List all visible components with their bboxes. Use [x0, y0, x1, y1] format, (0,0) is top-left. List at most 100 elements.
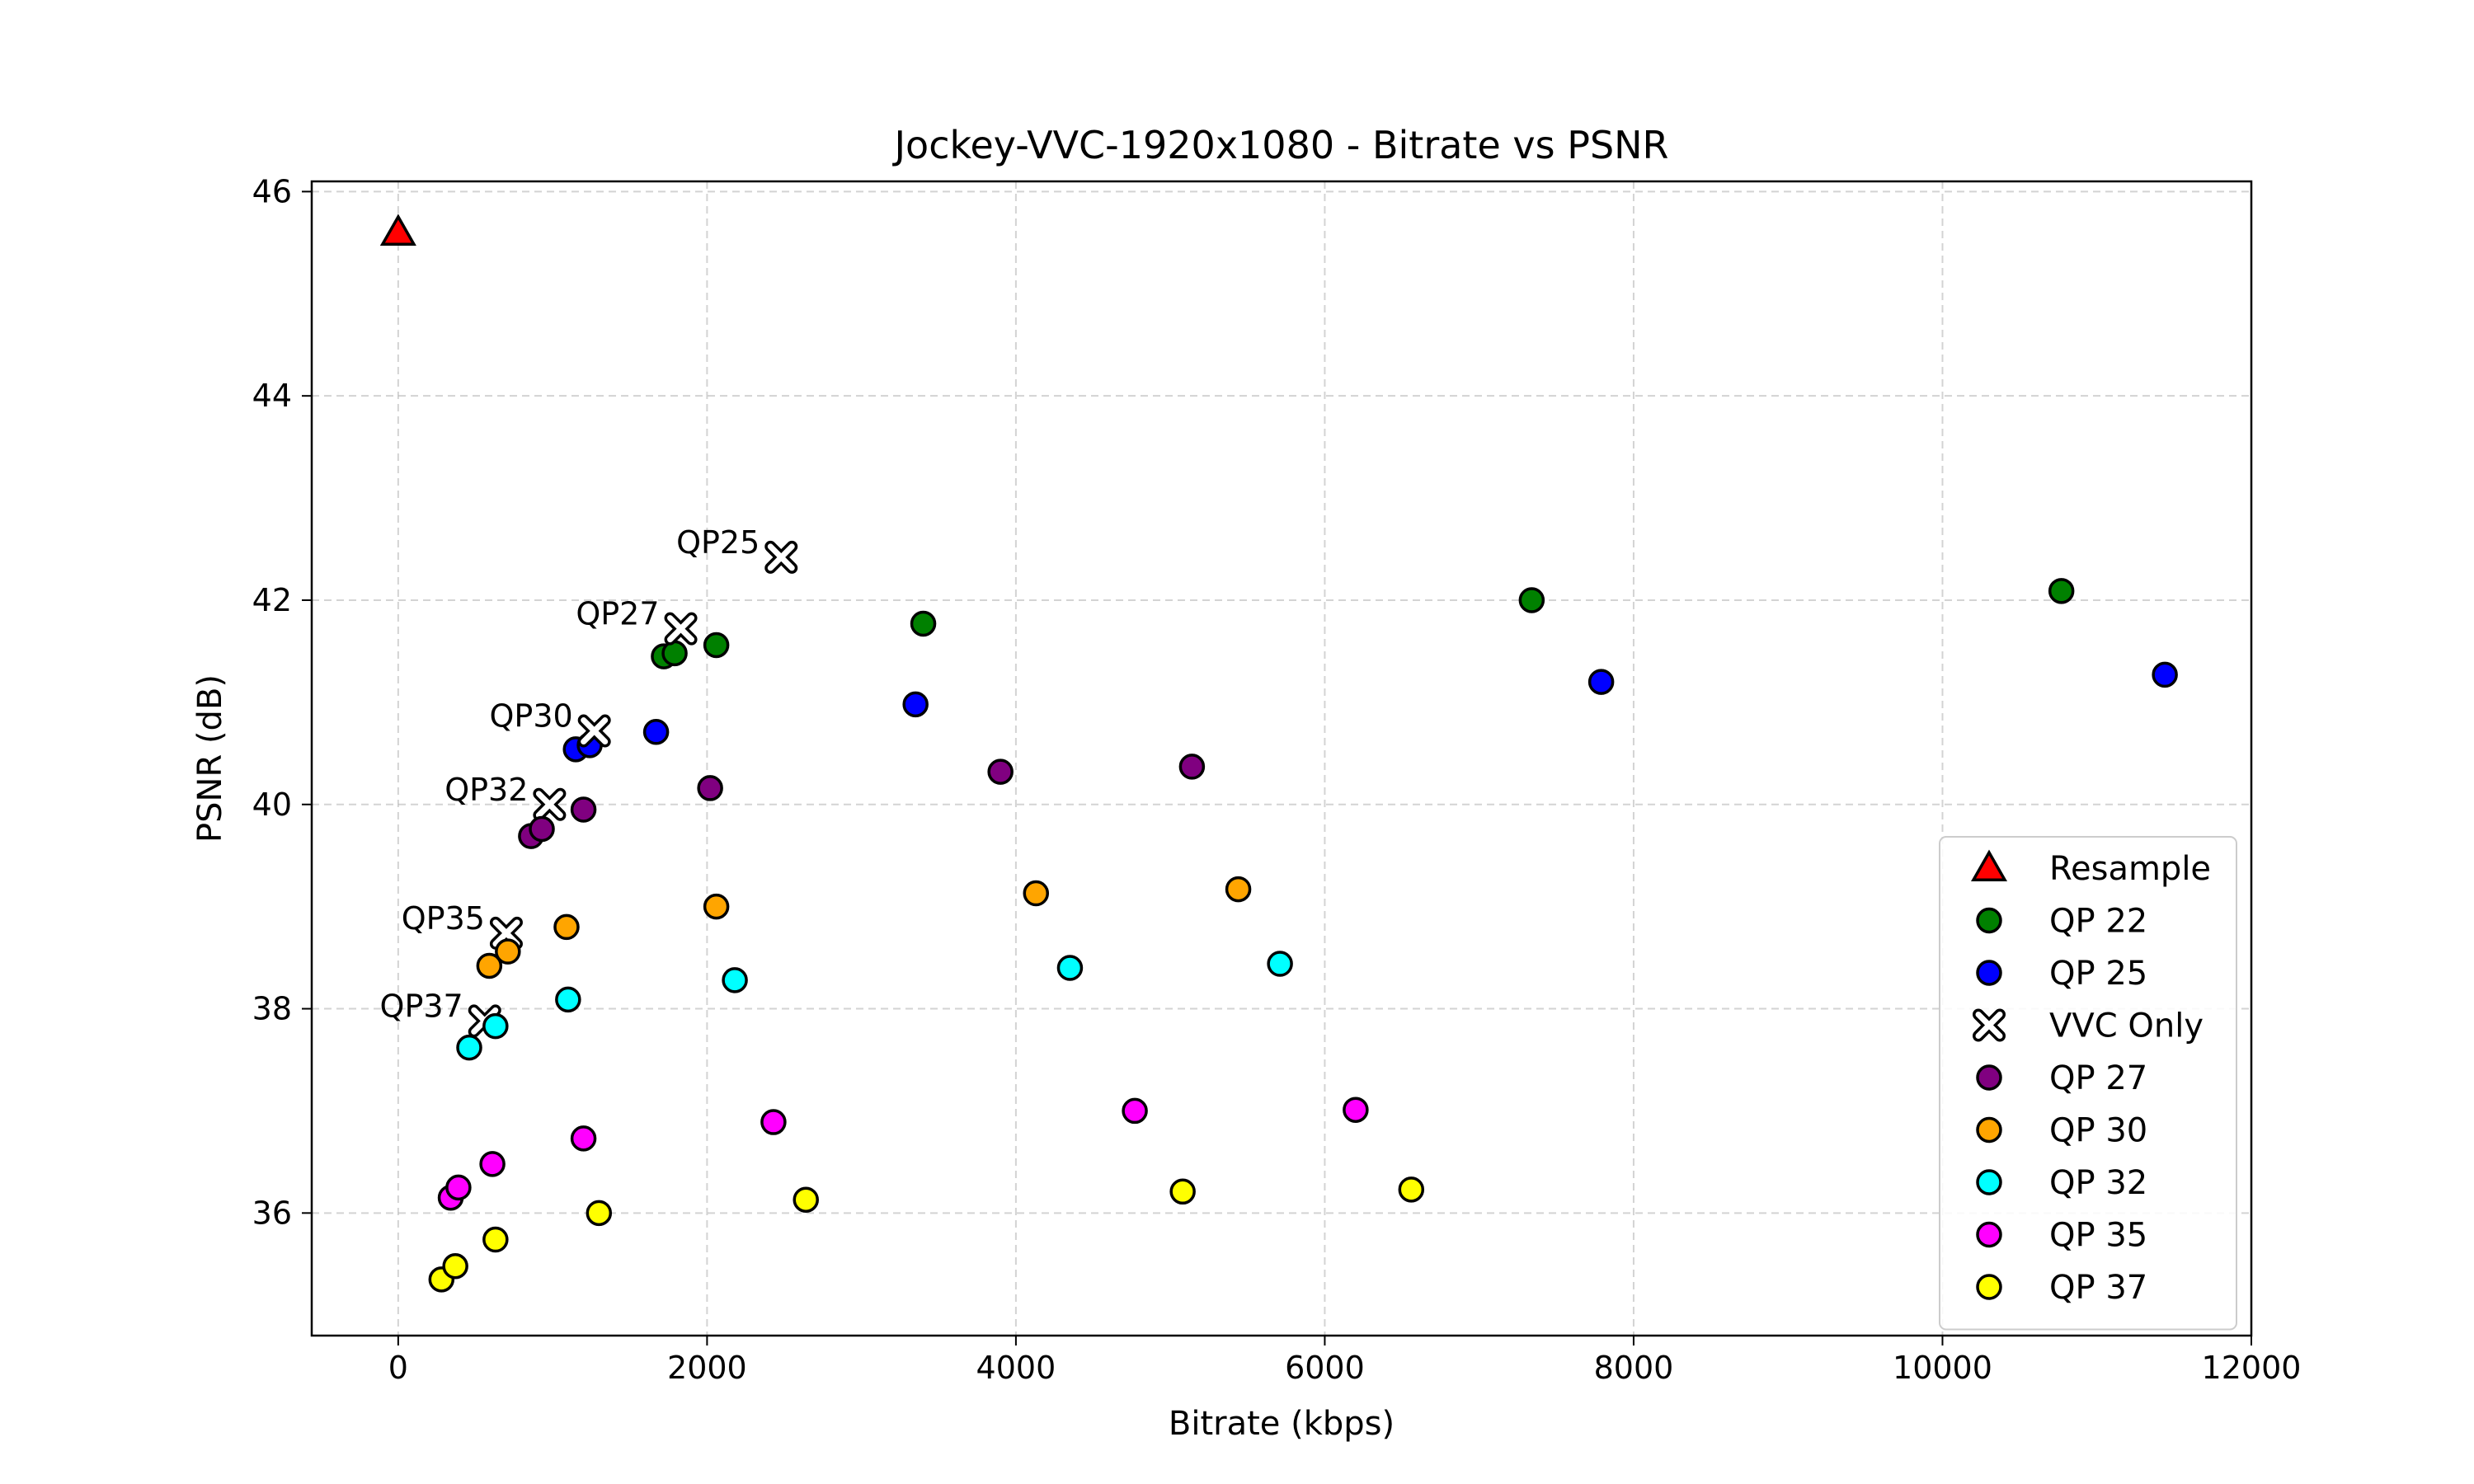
- legend: Resample QP 22 QP 25 VVC Only QP 27 QP 30 QP 3…: [1939, 836, 2237, 1331]
- plot-area: [310, 180, 2253, 1337]
- axis-ticks: 0 2000 4000 6000 8000 10000 12000 36 38 40 42 44 46: [252, 173, 2302, 1386]
- data-point: [2152, 661, 2178, 688]
- series-qp-32: [456, 951, 1293, 1061]
- data-points: [379, 214, 2178, 1293]
- y-tick-label: 36: [252, 1195, 292, 1231]
- legend-entry: Resample: [1970, 849, 2211, 888]
- legend-marker: [1976, 1064, 2002, 1091]
- legend-label: QP 25: [2049, 955, 2147, 993]
- legend-label: QP 37: [2049, 1269, 2147, 1307]
- data-point: [722, 967, 748, 993]
- data-point: [642, 719, 670, 745]
- data-point: [482, 1226, 509, 1253]
- data-point: [555, 986, 581, 1013]
- x-tick-label: 6000: [1285, 1350, 1365, 1386]
- x-tick-label: 4000: [976, 1350, 1056, 1386]
- series-qp-27: [518, 754, 1206, 849]
- chart-title: Jockey-VVC-1920x1080 - Bitrate vs PSNR: [891, 123, 1668, 167]
- legend-entry: QP 22: [1976, 903, 2147, 941]
- data-point: [1178, 754, 1206, 780]
- data-point: [529, 815, 555, 843]
- point-annotations: QP25 QP27 QP30 QP32 QP35 QP37: [380, 524, 760, 1024]
- y-tick-label: 42: [252, 582, 292, 618]
- data-point: [910, 610, 937, 637]
- x-tick-label: 10000: [1893, 1350, 1992, 1386]
- legend-marker: [1976, 907, 2002, 934]
- data-point: [1343, 1097, 1369, 1123]
- data-point: [703, 893, 730, 920]
- y-tick-label: 44: [252, 378, 292, 414]
- legend-label: QP 32: [2049, 1164, 2147, 1202]
- x-axis-label: Bitrate (kbps): [1169, 1405, 1395, 1443]
- series-qp-25: [562, 661, 2178, 763]
- data-point: [2048, 578, 2075, 604]
- x-tick-label: 2000: [667, 1350, 747, 1386]
- data-point: [479, 1151, 506, 1177]
- data-point: [760, 1109, 787, 1135]
- legend-marker: [1976, 1274, 2002, 1300]
- data-point: [1398, 1176, 1425, 1203]
- data-point: [445, 1174, 472, 1201]
- data-point: [664, 612, 698, 646]
- point-label: QP25: [676, 524, 760, 561]
- data-point: [586, 1200, 613, 1227]
- x-tick-label: 0: [388, 1350, 408, 1386]
- data-point: [703, 632, 730, 659]
- data-point: [553, 913, 580, 941]
- series-qp-22: [651, 578, 2075, 669]
- series-qp-35: [437, 1097, 1369, 1211]
- data-point: [1587, 669, 1615, 695]
- point-label: QP37: [380, 988, 463, 1024]
- data-point: [1518, 587, 1545, 613]
- legend-entry: QP 35: [1976, 1217, 2147, 1255]
- series-resample: [379, 214, 416, 246]
- legend-entry: VVC Only: [1973, 1007, 2204, 1045]
- data-point: [902, 691, 929, 718]
- x-tick-label: 12000: [2202, 1350, 2302, 1386]
- legend-marker: [1976, 1116, 2002, 1144]
- series-qp-37: [428, 1176, 1425, 1293]
- legend-label: QP 22: [2049, 903, 2147, 941]
- data-point: [1056, 955, 1084, 981]
- y-tick-label: 38: [252, 991, 292, 1027]
- point-label: QP35: [402, 900, 485, 937]
- data-point: [1169, 1178, 1196, 1205]
- data-point: [533, 787, 567, 821]
- data-point: [1267, 951, 1293, 977]
- legend-entry: QP 30: [1976, 1112, 2147, 1150]
- legend-label: QP 27: [2049, 1059, 2147, 1097]
- legend-label: QP 30: [2049, 1112, 2147, 1150]
- legend-entry: QP 37: [1976, 1269, 2147, 1307]
- x-tick-label: 8000: [1594, 1350, 1674, 1386]
- data-point: [987, 758, 1014, 785]
- legend-label: Resample: [2049, 850, 2211, 888]
- data-point: [379, 214, 416, 246]
- legend-entry: QP 27: [1976, 1059, 2147, 1097]
- legend-entry: QP 25: [1976, 955, 2147, 993]
- legend-label: QP 35: [2049, 1217, 2147, 1255]
- point-label: QP30: [490, 698, 573, 735]
- legend-frame: [1939, 836, 2237, 1331]
- legend-marker: [1970, 849, 2008, 881]
- data-point: [570, 1125, 597, 1152]
- point-label: QP27: [576, 596, 659, 632]
- data-point: [577, 714, 611, 748]
- legend-label: VVC Only: [2049, 1007, 2204, 1045]
- data-point: [482, 1012, 509, 1040]
- legend-entry: QP 32: [1976, 1164, 2147, 1202]
- data-point: [495, 938, 521, 965]
- data-point: [764, 540, 798, 574]
- data-point: [476, 952, 503, 979]
- y-tick-label: 40: [252, 787, 292, 823]
- data-point: [442, 1253, 468, 1280]
- series-qp-30: [476, 876, 1252, 979]
- data-point: [456, 1034, 482, 1061]
- data-point: [1023, 880, 1050, 907]
- data-point: [1225, 876, 1252, 903]
- point-label: QP32: [444, 772, 528, 808]
- y-axis-label: PSNR (dB): [191, 674, 229, 843]
- data-point: [1122, 1097, 1148, 1125]
- data-point: [570, 796, 597, 823]
- data-point: [697, 775, 723, 801]
